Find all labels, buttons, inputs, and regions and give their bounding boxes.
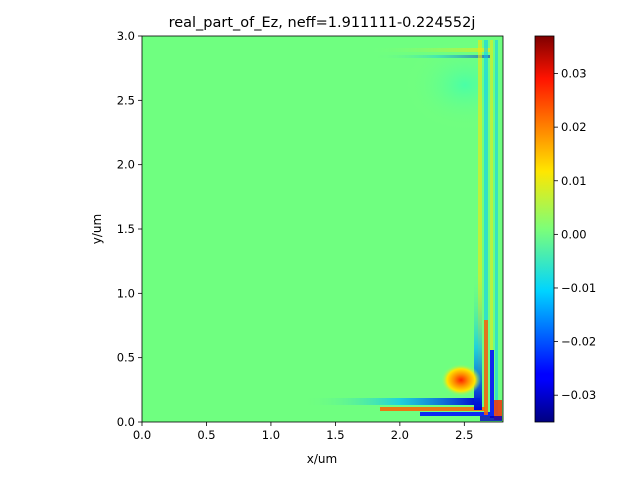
colorbar-tick-label: 0.00 [561,227,587,241]
y-tick-label: 1.0 [117,286,135,300]
fringe-right-band-1 [478,40,482,390]
positive-band-bottom [380,407,485,411]
x-tick-label: 0.0 [133,428,151,442]
x-tick-label: 2.0 [391,428,409,442]
fringe-top-band-1 [370,48,490,52]
y-tick-label: 3.0 [117,29,135,43]
negative-band-right [474,270,482,410]
x-axis-label: x/um [307,452,337,466]
fringe-right-band-3 [490,40,493,410]
corner-fringe-2 [480,416,502,421]
positive-lobe [441,364,481,396]
y-tick-label: 0.5 [117,351,135,365]
colorbar-tick-label: 0.02 [561,120,587,134]
x-tick-label: 2.5 [455,428,473,442]
y-tick-label: 2.5 [117,93,135,107]
corner-fringe-1 [494,400,502,420]
y-tick-label: 2.0 [117,158,135,172]
fringe-right-band-2 [484,40,488,400]
fringe-top-band-2 [370,55,490,58]
colorbar-tick-label: −0.01 [561,281,596,295]
positive-band-right [484,320,488,415]
field-halo-top-right [405,40,503,130]
colorbar-tick-label: 0.03 [561,67,587,81]
heatmap-area [142,36,503,422]
colorbar-ticks: 0.03 0.02 0.01 0.00 −0.01 −0.02 −0.03 [554,67,596,402]
negative-band-right-2 [490,350,494,418]
x-tick-label: 1.5 [326,428,344,442]
y-tick-label: 0.0 [117,415,135,429]
y-axis-ticks: 0.0 0.5 1.0 1.5 2.0 2.5 3.0 [117,29,142,429]
x-axis-ticks: 0.0 0.5 1.0 1.5 2.0 2.5 [133,422,473,442]
y-tick-label: 1.5 [117,222,135,236]
colorbar [534,35,555,423]
chart-title: real_part_of_Ez, neff=1.911111-0.224552j [169,15,476,31]
colorbar-tick-label: −0.02 [561,335,596,349]
y-axis-label: y/um [90,214,104,244]
x-tick-label: 1.0 [262,428,280,442]
fringe-right-band-4 [495,40,498,415]
colorbar-tick-label: −0.03 [561,388,596,402]
negative-band-bottom [300,398,480,405]
x-tick-label: 0.5 [197,428,215,442]
negative-band-bottom-2 [420,412,490,416]
colorbar-tick-label: 0.01 [561,174,587,188]
